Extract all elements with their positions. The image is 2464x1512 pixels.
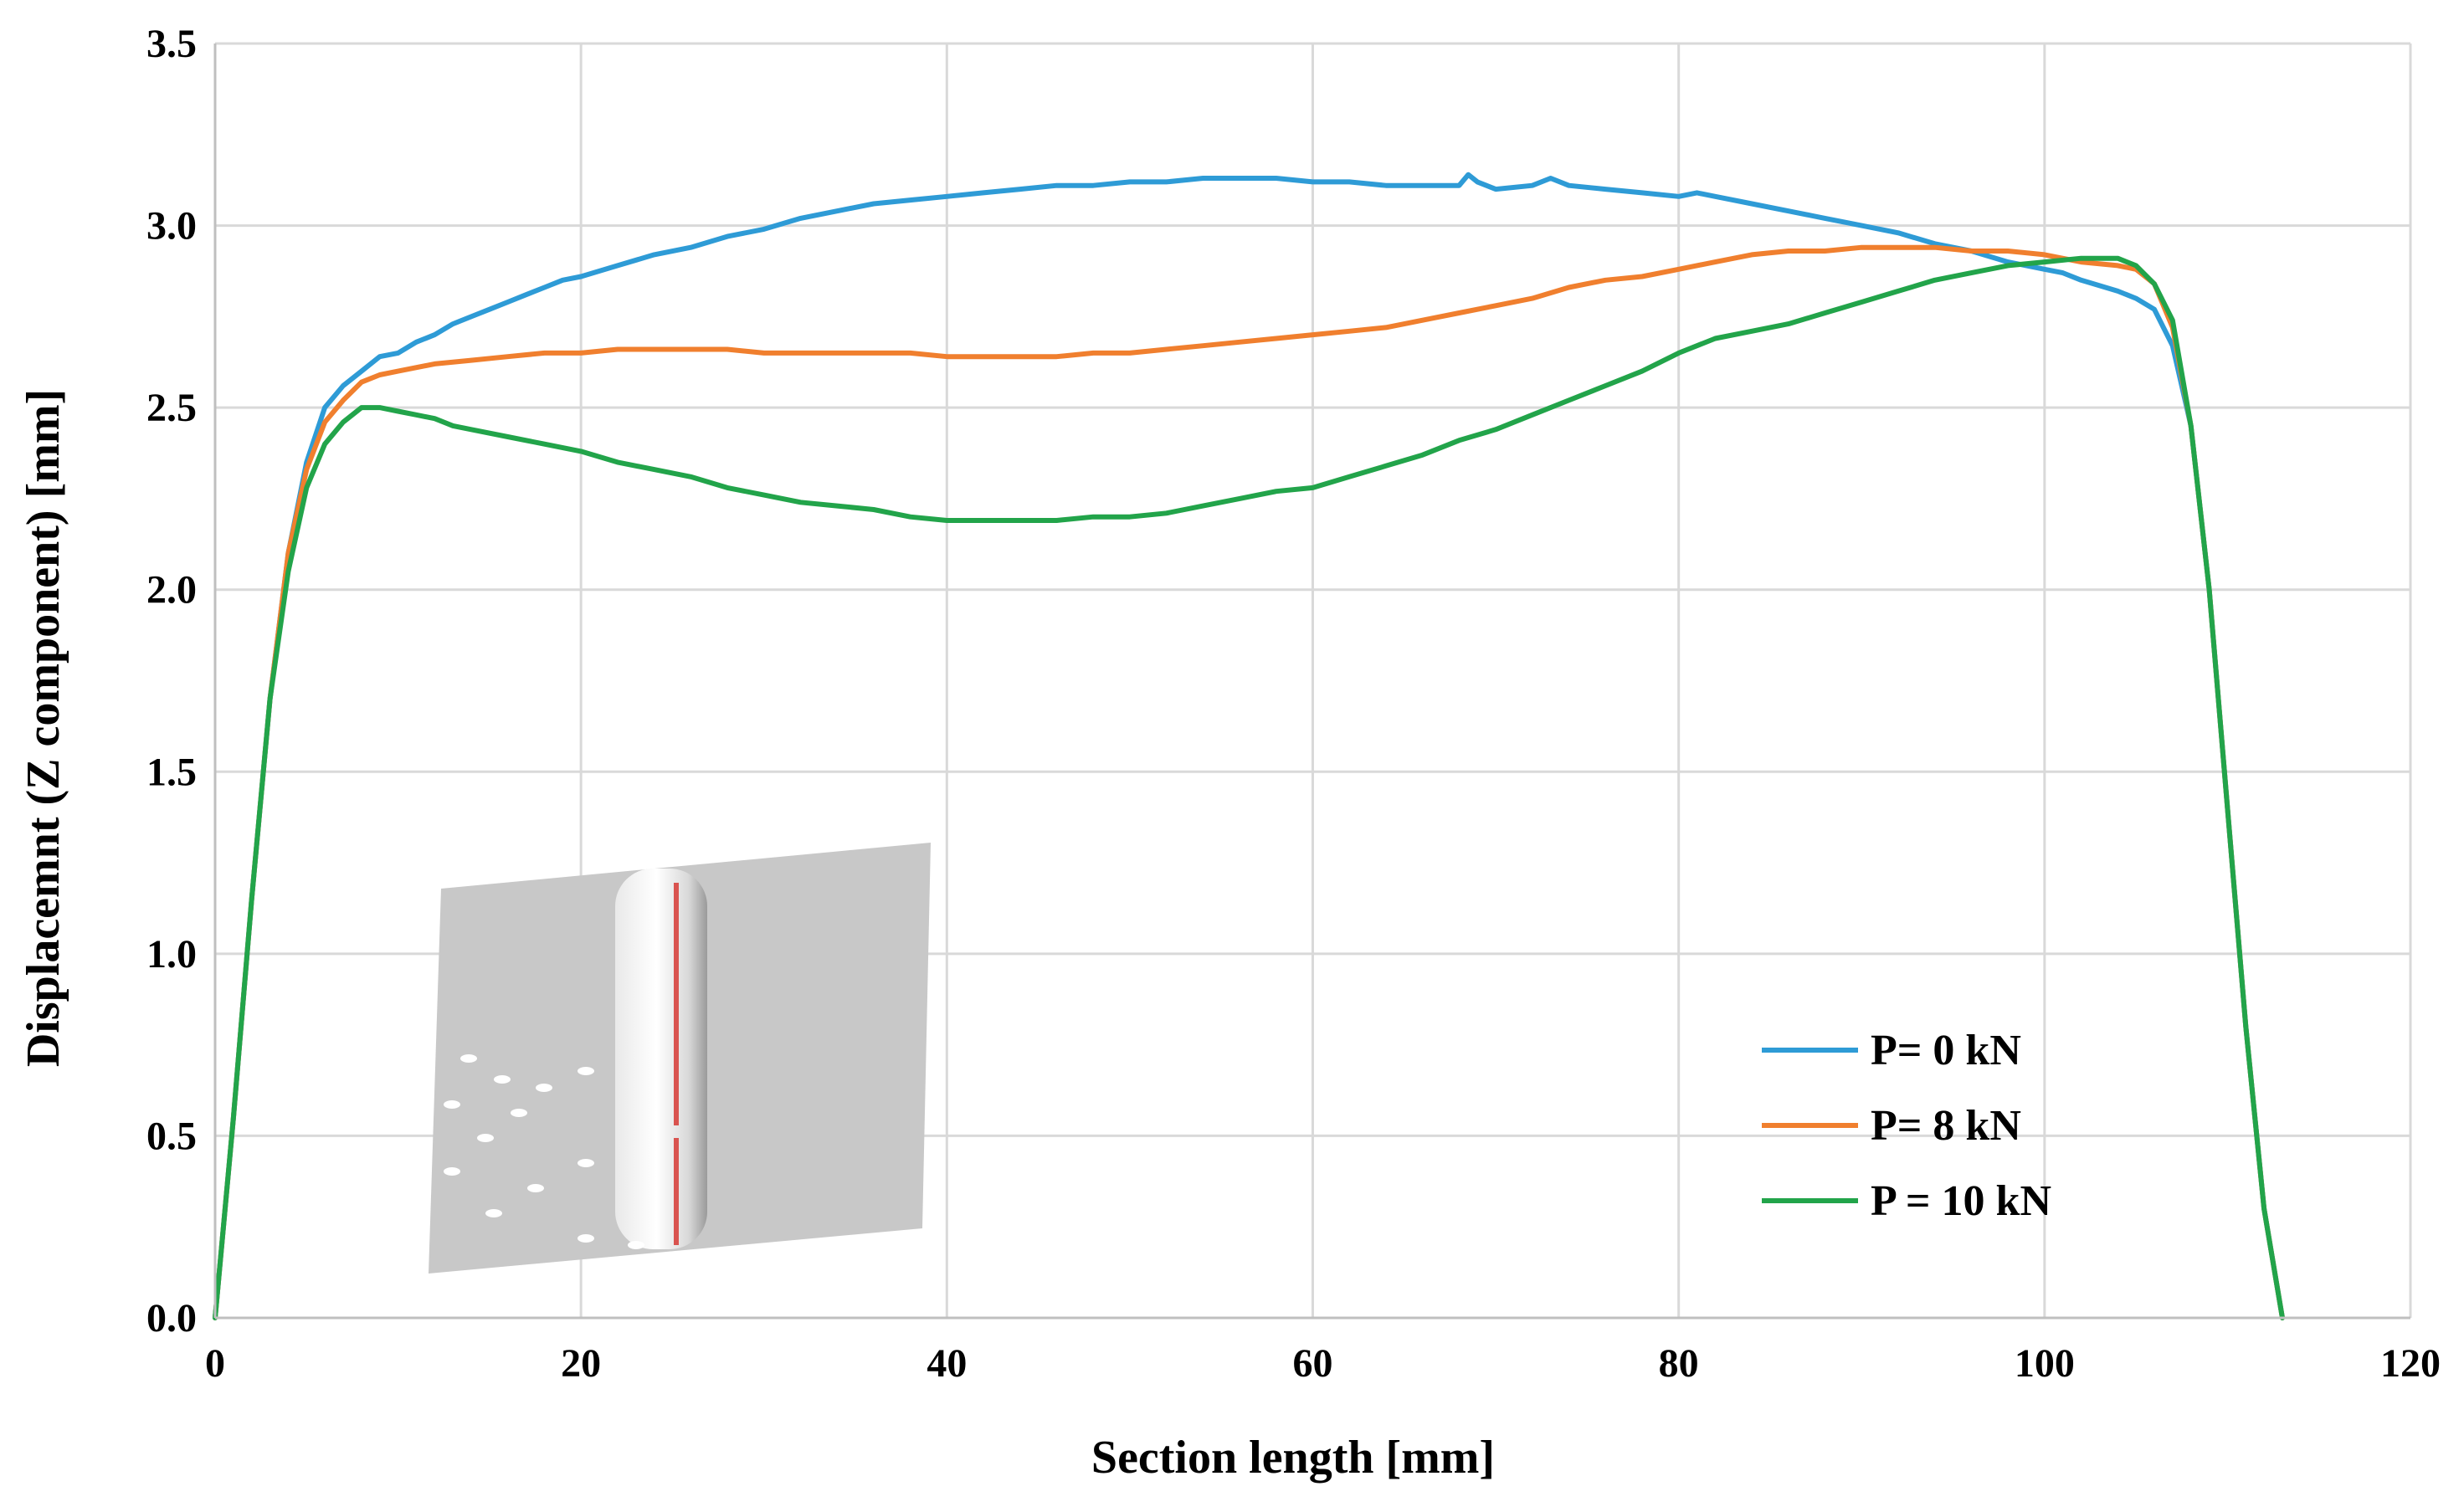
y-tick-label: 3.0	[146, 204, 197, 249]
y-tick-label: 1.5	[146, 750, 197, 794]
y-tick-label: 2.0	[146, 568, 197, 612]
scan-gap	[485, 1209, 502, 1217]
x-tick-label: 100	[2015, 1341, 2075, 1386]
series-line-3	[213, 255, 2285, 1320]
y-tick-label: 3.5	[146, 22, 197, 66]
scan-gap	[477, 1134, 494, 1142]
scan-gap	[628, 1241, 644, 1249]
scan-gap	[511, 1109, 527, 1117]
legend-label: P= 0 kN	[1871, 1027, 2021, 1074]
legend-label: P = 10 kN	[1871, 1177, 2051, 1225]
series-group	[213, 172, 2285, 1320]
scan-gap	[444, 1100, 460, 1109]
legend: P= 0 kN P= 8 kN P = 10 kN	[1762, 1027, 2051, 1225]
scan-gap	[444, 1167, 460, 1176]
y-tick-label: 0.5	[146, 1114, 197, 1158]
scan-gap	[578, 1234, 594, 1243]
y-tick-label: 0.0	[146, 1296, 197, 1340]
x-tick-label: 40	[927, 1341, 967, 1386]
y-tick-label: 2.5	[146, 386, 197, 430]
x-tick-label: 20	[561, 1341, 601, 1386]
x-tick-label: 60	[1293, 1341, 1333, 1386]
specimen-ridge	[615, 869, 707, 1249]
series-line-2	[213, 244, 2285, 1320]
inset-specimen-image	[429, 843, 931, 1274]
scan-gap	[578, 1067, 594, 1075]
axes: 0.0 0.5 1.0 1.5 2.0 2.5 3.0 3.5 0 20 40 60 80 100 120	[146, 22, 2441, 1386]
legend-label: P= 8 kN	[1871, 1102, 2021, 1150]
y-tick-label: 1.0	[146, 932, 197, 976]
x-axis-title: Section length [mm]	[1091, 1432, 1495, 1484]
x-tick-label: 80	[1659, 1341, 1699, 1386]
grid	[215, 42, 2412, 1318]
scan-gap	[536, 1084, 552, 1092]
scan-gap	[578, 1159, 594, 1167]
x-tick-label: 120	[2380, 1341, 2441, 1386]
scan-gap	[494, 1075, 511, 1084]
scan-gap	[460, 1054, 477, 1063]
scan-gap	[527, 1184, 544, 1192]
y-axis-title: Displacemnt (Z component) [mm]	[18, 389, 69, 1067]
x-tick-label: 0	[205, 1341, 225, 1386]
